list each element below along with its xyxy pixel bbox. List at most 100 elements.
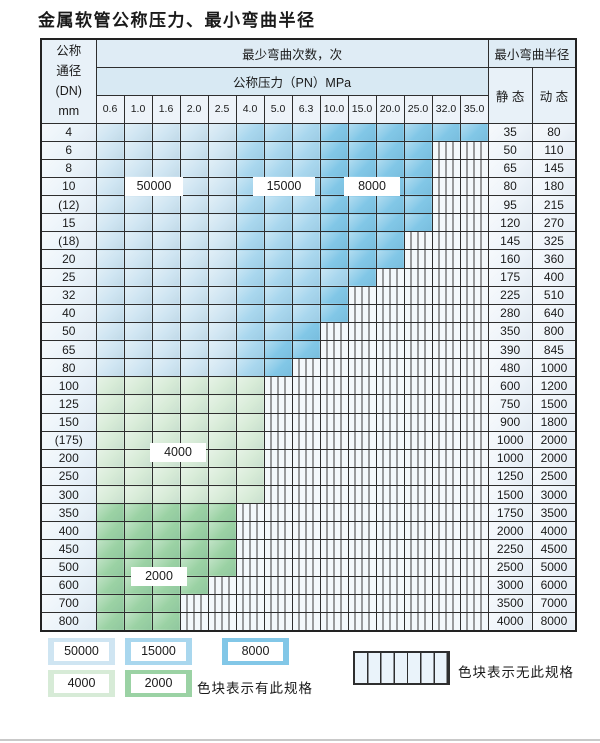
no-spec-cell xyxy=(319,539,349,559)
dn-cell: (12) xyxy=(40,194,97,215)
spec-cell xyxy=(319,194,349,215)
no-spec-cell xyxy=(347,484,377,505)
spec-cell xyxy=(291,122,321,142)
spec-cell xyxy=(95,430,125,450)
spec-cell xyxy=(235,267,265,287)
dn-cell: 500 xyxy=(40,557,97,577)
no-spec-cell xyxy=(263,430,293,450)
spec-cell xyxy=(207,339,237,360)
spec-cell xyxy=(207,376,237,396)
spec-cell xyxy=(179,285,209,305)
spec-cell xyxy=(179,394,209,414)
table-row: 80 480 1000 xyxy=(40,358,577,378)
legend-swatch-label: 2000 xyxy=(131,674,186,693)
no-spec-cell xyxy=(235,539,265,559)
spec-cell xyxy=(123,303,153,323)
no-spec-cell xyxy=(431,285,461,305)
header-row-1: 公称 通径 (DN) mm 最少弯曲次数，次 最小弯曲半径 xyxy=(40,38,577,124)
spec-cell xyxy=(347,158,377,178)
table-row: 700 3500 7000 xyxy=(40,593,577,613)
spec-cell xyxy=(319,285,349,305)
dn-cell: 700 xyxy=(40,593,97,613)
dn-cell: 4 xyxy=(40,122,97,142)
spec-cell xyxy=(207,448,237,468)
dynamic-radius-cell: 4000 xyxy=(531,521,577,541)
dn-cell: 65 xyxy=(40,339,97,360)
static-radius-cell: 175 xyxy=(487,267,533,287)
legend-swatch: 50000 xyxy=(48,638,115,665)
spec-cell xyxy=(375,194,405,215)
cycle-count-label: 8000 xyxy=(344,177,400,196)
table-row: 800 4000 8000 xyxy=(40,611,577,632)
spec-cell xyxy=(375,158,405,178)
no-spec-cell xyxy=(319,557,349,577)
no-spec-cell xyxy=(459,285,489,305)
spec-cell xyxy=(95,303,125,323)
spec-cell xyxy=(347,194,377,215)
spec-cell xyxy=(375,231,405,251)
no-spec-cell xyxy=(375,267,405,287)
dynamic-radius-cell: 510 xyxy=(531,285,577,305)
spec-cell xyxy=(291,285,321,305)
dn-cell: (175) xyxy=(40,430,97,450)
no-spec-cell xyxy=(207,611,237,632)
spec-cell xyxy=(95,394,125,414)
table-row: 8 65 145 xyxy=(40,158,577,178)
no-spec-cell xyxy=(235,503,265,523)
spec-cell xyxy=(151,358,181,378)
spec-cell xyxy=(123,194,153,215)
table-row: 400 2000 4000 xyxy=(40,521,577,541)
spec-cell xyxy=(151,539,181,559)
no-spec-cell xyxy=(375,394,405,414)
no-spec-cell xyxy=(403,521,433,541)
no-spec-cell xyxy=(319,376,349,396)
table-row: (175) 1000 2000 xyxy=(40,430,577,450)
spec-cell xyxy=(95,140,125,160)
spec-cell xyxy=(95,539,125,559)
dynamic-radius-cell: 2000 xyxy=(531,448,577,468)
no-spec-cell xyxy=(403,358,433,378)
spec-cell xyxy=(95,611,125,632)
table-row: 25 175 400 xyxy=(40,267,577,287)
static-radius-cell: 80 xyxy=(487,176,533,197)
cycle-count-label: 4000 xyxy=(150,443,206,462)
no-spec-cell xyxy=(319,339,349,360)
spec-cell xyxy=(235,303,265,323)
no-spec-cell xyxy=(431,231,461,251)
no-spec-cell xyxy=(291,575,321,595)
spec-cell xyxy=(123,503,153,523)
no-spec-cell xyxy=(403,412,433,432)
no-spec-cell xyxy=(375,484,405,505)
dn-cell: 100 xyxy=(40,376,97,396)
spec-cell xyxy=(151,412,181,432)
spec-cell xyxy=(207,484,237,505)
no-spec-cell xyxy=(291,358,321,378)
spec-cell xyxy=(179,339,209,360)
static-radius-cell: 160 xyxy=(487,249,533,269)
dn-cell: 15 xyxy=(40,213,97,233)
spec-cell xyxy=(123,231,153,251)
dynamic-radius-cell: 270 xyxy=(531,213,577,233)
no-spec-cell xyxy=(291,376,321,396)
no-spec-cell xyxy=(403,267,433,287)
spec-cell xyxy=(263,158,293,178)
static-radius-cell: 350 xyxy=(487,321,533,342)
no-spec-cell xyxy=(431,611,461,632)
spec-cell xyxy=(95,466,125,487)
spec-cell xyxy=(151,339,181,360)
static-radius-cell: 600 xyxy=(487,376,533,396)
spec-cell xyxy=(347,249,377,269)
header-row-2: 公称压力（PN）MPa 静 态 动 态 xyxy=(41,66,577,124)
spec-cell xyxy=(151,249,181,269)
no-spec-cell xyxy=(375,557,405,577)
spec-cell xyxy=(151,303,181,323)
table-row: 250 1250 2500 xyxy=(40,466,577,487)
static-radius-cell: 390 xyxy=(487,339,533,360)
no-spec-cell xyxy=(431,267,461,287)
static-radius-cell: 2000 xyxy=(487,521,533,541)
static-radius-cell: 225 xyxy=(487,285,533,305)
static-radius-cell: 4000 xyxy=(487,611,533,632)
dn-cell: 200 xyxy=(40,448,97,468)
dynamic-radius-cell: 640 xyxy=(531,303,577,323)
